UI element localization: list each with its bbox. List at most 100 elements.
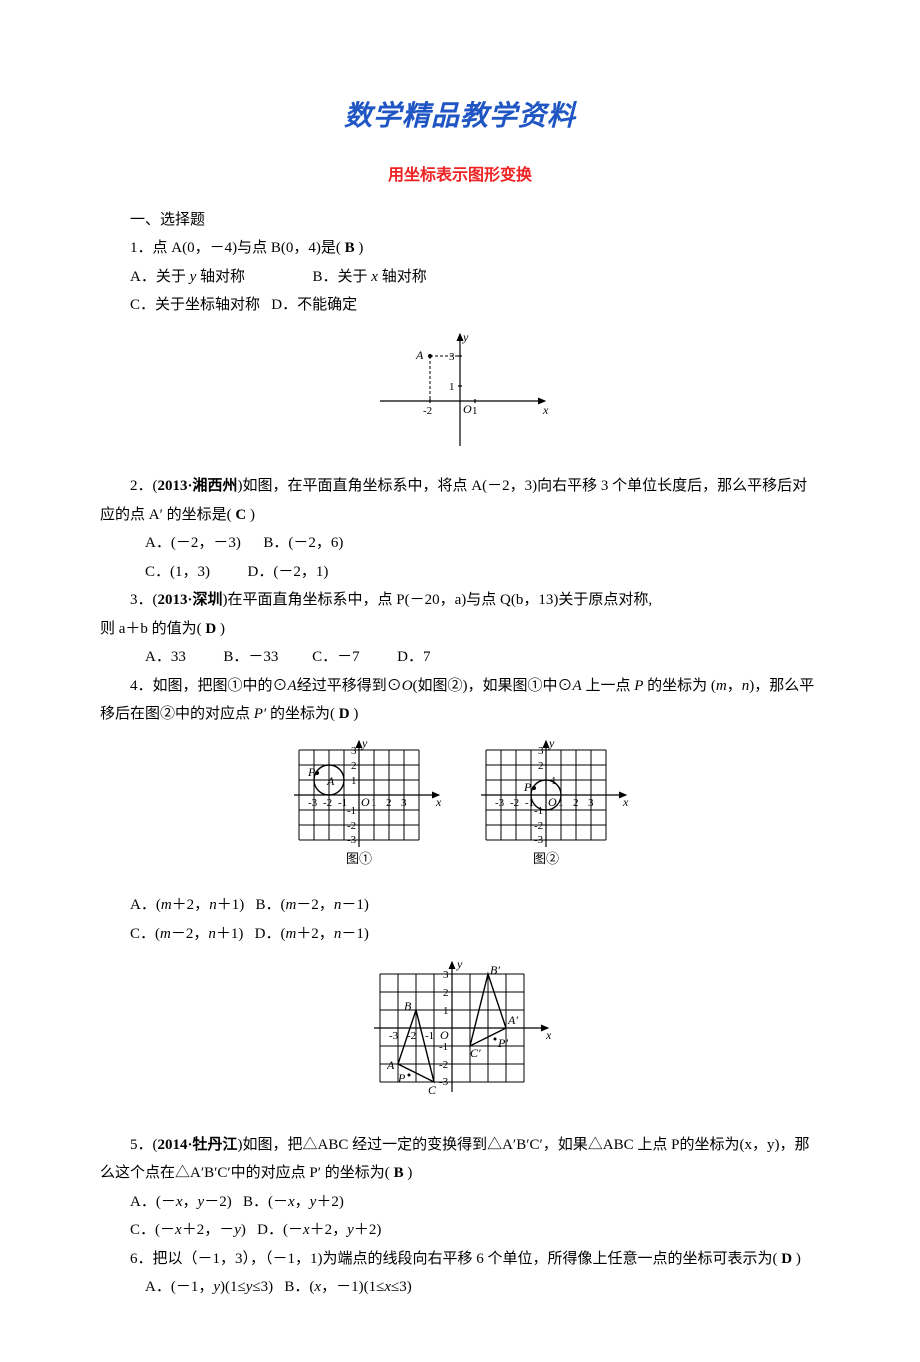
fig5-m1x: -1 xyxy=(425,1030,434,1042)
q3-optD: D．7 xyxy=(397,649,430,665)
fig4b-m3x: -3 xyxy=(495,797,505,809)
fig5-Bp: B′ xyxy=(490,963,500,977)
q3-optA: A．33 xyxy=(145,649,186,665)
fig1-m2: -2 xyxy=(423,405,432,417)
fig5-C: C xyxy=(428,1083,437,1097)
q1-optC: C．关于坐标轴对称 xyxy=(130,297,260,313)
sub-title: 用坐标表示图形变换 xyxy=(100,161,820,191)
q5D-b: ＋2， xyxy=(310,1222,348,1238)
q3-opts: A．33 B．－33 C．－7 D．7 xyxy=(100,643,820,672)
q4-answer: D xyxy=(339,706,350,722)
q4A-c: ＋1) xyxy=(217,897,245,913)
fig4b-1x: 1 xyxy=(558,797,564,809)
q2-c: ) xyxy=(246,507,255,523)
section-heading: 一、选择题 xyxy=(100,206,820,235)
fig4a-P: P xyxy=(307,765,316,779)
q2-optD: D．(－2，1) xyxy=(248,564,329,580)
q5B-x: x xyxy=(288,1194,295,1210)
q3-year: 2013·深圳 xyxy=(158,592,223,608)
fig4a-2y: 2 xyxy=(351,760,357,772)
q4D-m: m xyxy=(285,926,296,942)
fig4a-m1y: -1 xyxy=(347,805,356,817)
q4-Pp: P′ xyxy=(254,706,266,722)
fig4a-m3x: -3 xyxy=(308,797,318,809)
fig5-1: 1 xyxy=(443,1005,449,1017)
q1-optB-2: 轴对称 xyxy=(378,269,427,285)
fig4b-m2y: -2 xyxy=(534,820,543,832)
fig5-Ap: A′ xyxy=(507,1013,518,1027)
fig4b-2y: 2 xyxy=(538,760,544,772)
fig4-cap2: 图② xyxy=(533,851,559,866)
q2-optB: B．(－2，6) xyxy=(263,535,343,551)
q3-a: 3．( xyxy=(130,592,158,608)
q3-c: ) xyxy=(216,621,225,637)
fig5-A: A xyxy=(386,1058,395,1072)
q6B-x2: x xyxy=(384,1279,391,1295)
fig4a-x: x xyxy=(435,795,442,809)
q3-line2: 则 a＋b 的值为( D ) xyxy=(100,615,820,644)
q4-g: 的坐标为( xyxy=(266,706,339,722)
fig5-m3x: -3 xyxy=(389,1030,399,1042)
q4-b: 经过平移得到⊙ xyxy=(297,678,402,694)
q1-text: 1．点 A(0，－4)与点 B(0，4)是( xyxy=(130,240,345,256)
fig5-m2x: -2 xyxy=(407,1030,416,1042)
q3-b: )在平面直角坐标系中，点 P(－20，a)与点 Q(b，13)关于原点对称, xyxy=(223,592,653,608)
fig4a-3y: 3 xyxy=(351,745,357,757)
fig1-3: 3 xyxy=(449,351,455,363)
q6-a: 6．把以（－1，3），（－1，1)为端点的线段向右平移 6 个单位，所得像上任意… xyxy=(130,1251,781,1267)
q5A-b: ， xyxy=(183,1194,198,1210)
q1-optD: D．不能确定 xyxy=(271,297,357,313)
q2-row2: C．(1，3) D．(－2，1) xyxy=(100,558,820,587)
q4C-c: ＋1) xyxy=(216,926,244,942)
q6B-a: B．( xyxy=(284,1279,314,1295)
q3-stem: 3．(2013·深圳)在平面直角坐标系中，点 P(－20，a)与点 Q(b，13… xyxy=(100,586,820,615)
q4B-b: －2， xyxy=(296,897,334,913)
q6B-b: ，－1)(1≤ xyxy=(321,1279,384,1295)
fig4b-y: y xyxy=(548,736,555,750)
fig4b-P: P xyxy=(523,780,532,794)
fig5-2: 2 xyxy=(443,987,449,999)
fig4b-3y: 3 xyxy=(538,745,544,757)
q5-row1: A．(－x，y－2) B．(－x，y＋2) xyxy=(100,1188,820,1217)
fig4b-O: O xyxy=(548,795,557,809)
q5B-b: ， xyxy=(295,1194,310,1210)
q5-row2: C．(－x＋2，－y) D．(－x＋2，y＋2) xyxy=(100,1216,820,1245)
fig5-Pp: P′ xyxy=(497,1036,508,1050)
q4C-a: C．( xyxy=(130,926,160,942)
q2-optC: C．(1，3) xyxy=(145,564,210,580)
q4-row2: C．(m－2，n＋1) D．(m＋2，n－1) xyxy=(100,920,820,949)
q1-answer: B xyxy=(345,240,355,256)
q4-O: O xyxy=(402,678,413,694)
figure-4: P A y x O 1 2 3 -1 -2 -3 1 2 3 -1 -2 -3 … xyxy=(100,735,820,886)
fig4a-O: O xyxy=(361,795,370,809)
q5D-a: D．(－ xyxy=(257,1222,303,1238)
q4C-n: n xyxy=(208,926,216,942)
q4C-b: －2， xyxy=(171,926,209,942)
q6-stem: 6．把以（－1，3），（－1，1)为端点的线段向右平移 6 个单位，所得像上任意… xyxy=(100,1245,820,1274)
fig5-m2: -2 xyxy=(439,1059,448,1071)
q3-optB: B．－33 xyxy=(223,649,278,665)
q5C-a: C．(－ xyxy=(130,1222,175,1238)
q4C-m: m xyxy=(160,926,171,942)
q5D-c: ＋2) xyxy=(354,1222,382,1238)
q6A-y: y xyxy=(213,1279,220,1295)
q5-year: 2014·牡丹江 xyxy=(158,1137,238,1153)
q6-b: ) xyxy=(792,1251,801,1267)
fig5-y: y xyxy=(456,957,463,971)
q5D-y: y xyxy=(347,1222,354,1238)
q4D-b: ＋2， xyxy=(296,926,334,942)
fig5-B: B xyxy=(404,999,412,1013)
q2-a: 2．( xyxy=(130,478,158,494)
fig1-y-label: y xyxy=(462,330,469,344)
q2-row1: A．(－2，－3) B．(－2，6) xyxy=(100,529,820,558)
q1-optB: B．关于 xyxy=(313,269,372,285)
q4-a: 4．如图，把图①中的⊙ xyxy=(130,678,288,694)
q5C-y: y xyxy=(234,1222,241,1238)
q4-A2: A xyxy=(573,678,582,694)
fig4b-m2x: -2 xyxy=(510,797,519,809)
fig4a-m2x: -2 xyxy=(323,797,332,809)
q5B-a: B．(－ xyxy=(243,1194,288,1210)
fig4a-m2y: -2 xyxy=(347,820,356,832)
fig4a-1y: 1 xyxy=(351,775,357,787)
figure-1: y x O 1 1 3 -2 A xyxy=(100,326,820,467)
